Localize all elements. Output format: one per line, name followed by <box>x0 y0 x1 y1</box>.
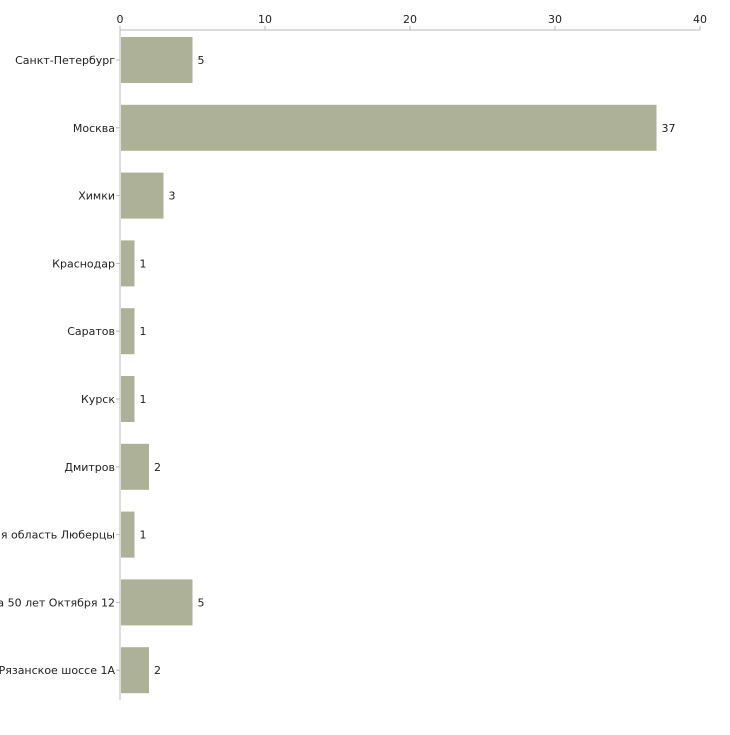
label-layer: Санкт-Петербург 5 Москва 37 Химки 3 Краснодар 1… <box>0 54 676 677</box>
bar <box>121 511 135 558</box>
bar <box>121 104 657 151</box>
bar <box>121 443 149 490</box>
x-tick-label: 10 <box>258 13 272 26</box>
category-label: Химки <box>78 190 115 203</box>
bar <box>121 579 193 626</box>
bar <box>121 647 149 694</box>
x-tick-label: 40 <box>693 13 707 26</box>
value-label: 1 <box>140 529 147 542</box>
bar <box>121 37 193 83</box>
value-label: 1 <box>140 393 147 406</box>
value-label: 2 <box>154 461 161 474</box>
category-label: Краснодар <box>52 257 115 270</box>
bar <box>121 308 135 355</box>
value-label: 1 <box>140 257 147 270</box>
value-label: 3 <box>169 190 176 203</box>
category-label: Санкт-Петербург <box>15 54 115 67</box>
x-tick-label: 0 <box>117 13 124 26</box>
value-label: 5 <box>198 596 205 609</box>
category-label: Московская область Люберцы <box>0 529 115 542</box>
bar <box>121 172 164 219</box>
x-tick-label: 20 <box>403 13 417 26</box>
axis-layer: 0 10 20 30 40 <box>116 13 707 700</box>
x-tick-label: 30 <box>548 13 562 26</box>
category-label: Саратов <box>67 325 115 338</box>
category-label: Рязанское шоссе 1А <box>0 664 115 677</box>
bar-layer <box>121 37 657 694</box>
value-label: 5 <box>198 54 205 67</box>
category-label: улица 50 лет Октября 12 <box>0 596 115 609</box>
value-label: 37 <box>662 122 676 135</box>
category-label: Москва <box>73 122 115 135</box>
value-label: 1 <box>140 325 147 338</box>
category-label: Курск <box>81 393 115 406</box>
bar <box>121 240 135 287</box>
category-label: Дмитров <box>64 461 115 474</box>
bar <box>121 376 135 422</box>
value-label: 2 <box>154 664 161 677</box>
